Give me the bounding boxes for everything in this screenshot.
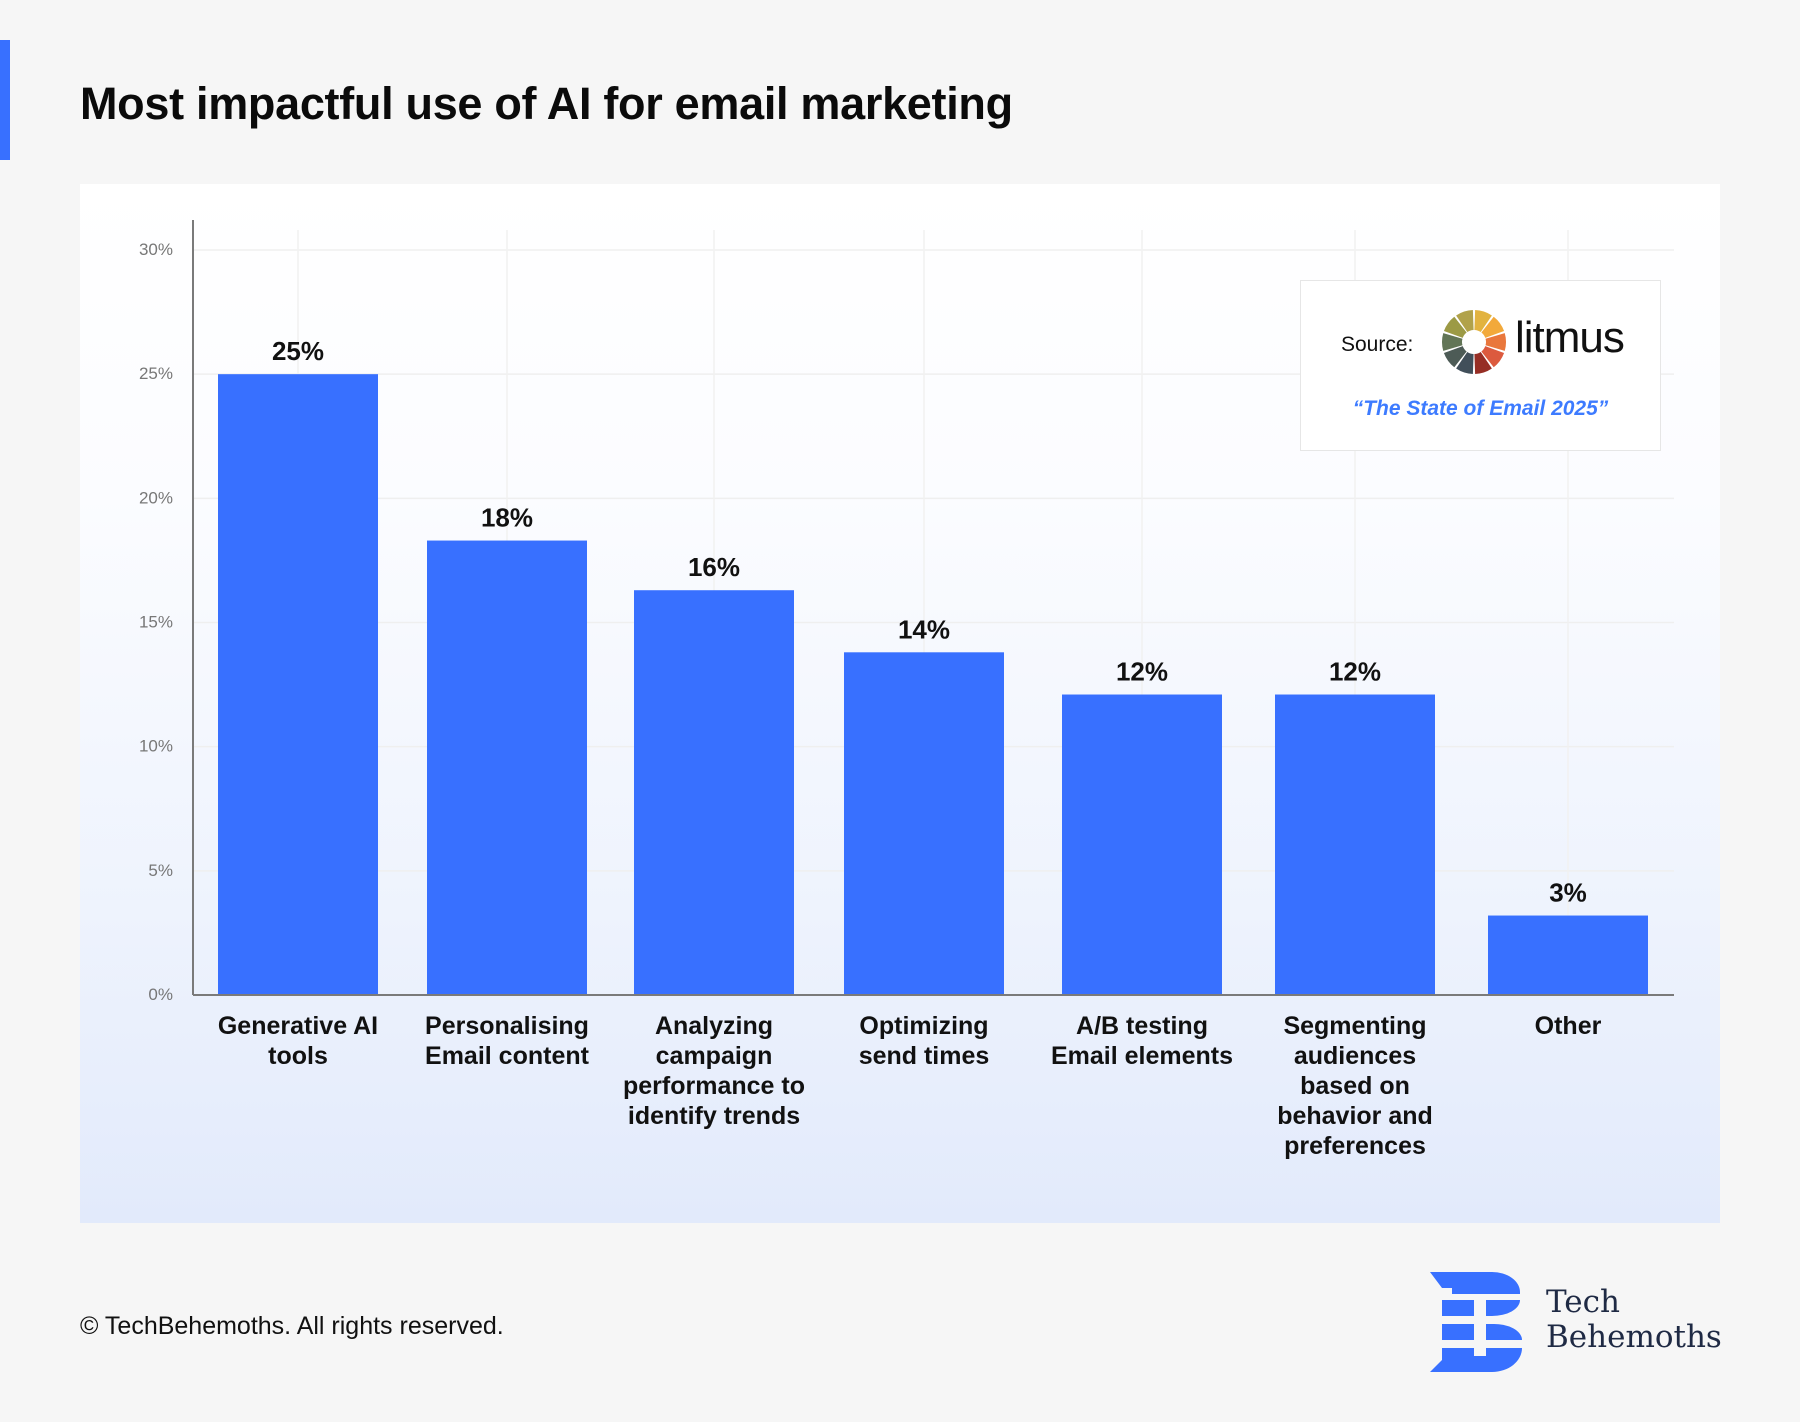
x-category-label: A/B testing — [1076, 1012, 1208, 1040]
litmus-wheel-segment — [1481, 346, 1505, 368]
x-category-label: behavior and — [1277, 1102, 1433, 1130]
y-tick-label: 10% — [139, 737, 173, 756]
x-category-label: performance to — [623, 1072, 805, 1100]
x-category-label: tools — [268, 1042, 328, 1070]
x-category-label: Email content — [425, 1042, 590, 1070]
bar — [427, 540, 587, 995]
data-label: 12% — [1116, 657, 1168, 687]
bar — [1062, 694, 1222, 995]
bar — [218, 374, 378, 995]
chart-panel: 0% 5% 10% 15% 20% 25% 30% 25% Generative AI tools… — [80, 184, 1720, 1223]
y-tick-label: 5% — [148, 861, 173, 880]
y-tick-label: 0% — [148, 985, 173, 1004]
bar — [634, 590, 794, 995]
bar — [844, 652, 1004, 995]
x-category-label: send times — [859, 1042, 990, 1070]
litmus-logo-icon — [1442, 310, 1506, 374]
techbehemoths-wordmark: Tech Behemoths — [1546, 1285, 1722, 1355]
source-report-title: “The State of Email 2025” — [1352, 397, 1609, 420]
logo-line-1: Tech — [1546, 1284, 1620, 1320]
litmus-wheel-segment — [1442, 333, 1463, 351]
x-category-label: Email elements — [1051, 1042, 1233, 1070]
x-category-label: Other — [1535, 1012, 1602, 1040]
litmus-wheel-segment — [1481, 316, 1505, 338]
data-label: 16% — [688, 552, 740, 582]
y-tick-label: 20% — [139, 488, 173, 507]
x-category-label: based on — [1300, 1072, 1410, 1100]
litmus-wheel-segment — [1456, 351, 1474, 374]
y-tick-label: 25% — [139, 364, 173, 383]
data-label: 14% — [898, 614, 950, 644]
y-tick-label: 30% — [139, 240, 173, 259]
y-tick-label: 15% — [139, 613, 173, 632]
techbehemoths-logo-icon — [1430, 1272, 1523, 1372]
source-box: Source: litmus “The State of Email 2025” — [1300, 280, 1661, 451]
x-category-label: audiences — [1294, 1042, 1416, 1070]
x-category-label: preferences — [1284, 1132, 1426, 1160]
data-label: 12% — [1329, 657, 1381, 687]
page-title: Most impactful use of AI for email marke… — [80, 78, 1013, 129]
litmus-wheel-segment — [1474, 310, 1492, 333]
copyright-text: © TechBehemoths. All rights reserved. — [80, 1312, 504, 1340]
x-category-label: Optimizing — [859, 1012, 988, 1040]
bar — [1488, 915, 1648, 995]
data-label: 18% — [481, 503, 533, 533]
source-label: Source: — [1341, 333, 1414, 356]
x-category-label: Segmenting — [1283, 1012, 1426, 1040]
litmus-wheel-segment — [1456, 310, 1474, 333]
data-label: 25% — [272, 336, 324, 366]
litmus-wordmark: litmus — [1515, 313, 1625, 362]
litmus-wheel-segment — [1485, 333, 1506, 351]
bar — [1275, 694, 1435, 995]
litmus-wheel-segment — [1443, 316, 1467, 338]
x-category-label: Personalising — [425, 1012, 589, 1040]
logo-line-2: Behemoths — [1546, 1319, 1722, 1355]
x-category-label: Analyzing — [655, 1012, 773, 1040]
x-category-label: identify trends — [628, 1102, 800, 1130]
data-label: 3% — [1549, 878, 1587, 908]
litmus-wheel-segment — [1474, 351, 1492, 374]
accent-bar — [0, 40, 10, 160]
x-category-label: campaign — [656, 1042, 773, 1070]
x-category-label: Generative AI — [218, 1012, 378, 1040]
litmus-wheel-segment — [1443, 346, 1467, 368]
